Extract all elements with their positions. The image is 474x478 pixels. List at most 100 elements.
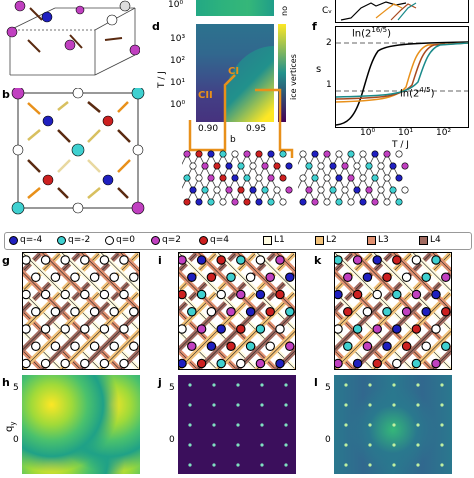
lattice-site: [276, 256, 284, 264]
fragment-site: [318, 163, 324, 169]
fragment-site: [220, 199, 226, 205]
lattice-site: [383, 342, 391, 350]
lattice-site: [197, 325, 205, 333]
bragg-peak: [236, 383, 239, 386]
legend-item-l4: L4: [419, 235, 441, 245]
lattice-site: [334, 290, 342, 298]
panel-d-cii-lattice: [298, 148, 410, 210]
lattice-site: [237, 290, 245, 298]
bragg-peak: [188, 423, 191, 426]
fragment-site: [348, 175, 354, 181]
panel-a-cube: [0, 0, 140, 82]
panel-f-ann-lower-exp: 4/5: [419, 86, 430, 94]
lattice-site: [71, 308, 79, 316]
lattice-site: [363, 273, 371, 281]
axis-qy-sub: y: [9, 421, 17, 425]
axis-qy-base: q: [4, 426, 15, 432]
lattice-site: [353, 256, 361, 264]
bragg-peak: [188, 443, 191, 446]
lattice-site: [422, 308, 430, 316]
lattice-site: [383, 308, 391, 316]
lattice-site: [110, 342, 118, 350]
fragment-site: [190, 163, 196, 169]
panel-k-lattice: [334, 252, 452, 370]
legend-marker: [9, 236, 18, 245]
lattice-site: [393, 325, 401, 333]
lattice-site: [197, 359, 205, 367]
bragg-peak: [416, 423, 419, 426]
legend-item-l3: L3: [367, 235, 389, 245]
lattice-site: [61, 290, 69, 298]
lattice-site: [81, 325, 89, 333]
fragment-site: [214, 163, 220, 169]
lattice-site: [373, 325, 381, 333]
fragment-site: [348, 199, 354, 205]
bragg-peak: [260, 463, 263, 466]
fragment-site: [184, 151, 190, 157]
legend-label: q=0: [116, 235, 135, 245]
axis-tick-0-j: 0: [169, 435, 175, 445]
bragg-peak: [368, 403, 371, 406]
lattice-site: [227, 342, 235, 350]
lattice-site: [217, 325, 225, 333]
legend-item-l2: L2: [315, 235, 337, 245]
bragg-peak: [368, 423, 371, 426]
panel-f-ytick-1: 1: [326, 80, 332, 90]
lattice-site: [412, 256, 420, 264]
panel-f-xtick-0: 10⁰: [360, 128, 375, 138]
lattice-site: [353, 290, 361, 298]
fragment-site: [396, 175, 402, 181]
panel-g-lattice: [22, 252, 140, 370]
lattice-site: [266, 308, 274, 316]
panel-label-d: d: [152, 20, 160, 33]
legend-marker: [57, 236, 66, 245]
lattice-site: [217, 290, 225, 298]
bragg-peak: [236, 423, 239, 426]
lattice-site: [334, 359, 342, 367]
lattice-site: [61, 256, 69, 264]
bragg-peak: [188, 383, 191, 386]
fragment-site: [330, 163, 336, 169]
axis-tick-5-h: 5: [13, 383, 19, 393]
panel-d-ytick-0: 10³: [170, 34, 185, 44]
lattice-site: [393, 359, 401, 367]
lattice-site: [442, 308, 450, 316]
legend-marker: [105, 236, 114, 245]
lattice-site: [100, 325, 108, 333]
lattice-site: [432, 256, 440, 264]
fragment-site: [396, 199, 402, 205]
panel-f-ytick-2: 2: [326, 38, 332, 48]
bragg-peak: [236, 443, 239, 446]
legend-marker: [199, 236, 208, 245]
lattice-site: [393, 256, 401, 264]
lattice-site: [344, 308, 352, 316]
fragment-site: [226, 163, 232, 169]
bragg-peak: [440, 403, 443, 406]
lattice-site: [344, 342, 352, 350]
fragment-site: [366, 187, 372, 193]
lattice-site: [22, 290, 30, 298]
bragg-peak: [368, 443, 371, 446]
fragment-site: [244, 151, 250, 157]
lattice-site: [81, 290, 89, 298]
legend-label: q=2: [162, 235, 181, 245]
fragment-site: [286, 163, 292, 169]
lattice-site: [363, 308, 371, 316]
panel-d-orange-connectors: [180, 60, 310, 160]
bragg-peak: [212, 423, 215, 426]
lattice-site: [256, 290, 264, 298]
lattice-site: [207, 342, 215, 350]
lattice-site: [276, 290, 284, 298]
lattice-site: [383, 273, 391, 281]
lattice-site: [207, 308, 215, 316]
panel-f-cv-label: Cᵥ: [322, 6, 332, 16]
fragment-site: [274, 163, 280, 169]
lattice-site: [266, 342, 274, 350]
panel-f-xtick-1: 10¹: [398, 128, 413, 138]
lattice-site: [188, 308, 196, 316]
lattice-site: [256, 359, 264, 367]
lattice-site: [178, 359, 186, 367]
lattice-site: [178, 256, 186, 264]
fragment-site: [324, 199, 330, 205]
panel-d-top-colorbar-label: no: [280, 6, 289, 16]
